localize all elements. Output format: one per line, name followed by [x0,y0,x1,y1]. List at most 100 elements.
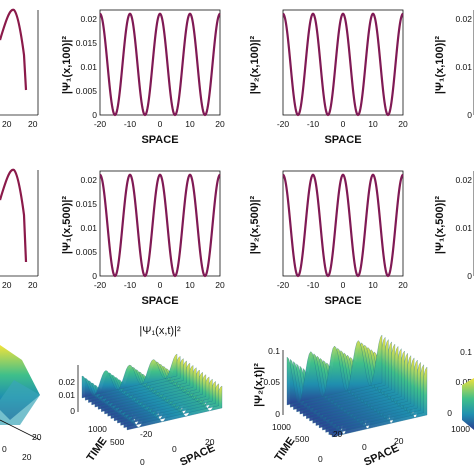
y-tick-label: 0.01 [80,223,97,233]
space-tick-label: 20 [205,437,215,447]
y-tick-label: 0.02 [455,14,472,24]
tick-label: 0 [2,444,7,454]
panel-right-mid: |Ψ₁(x,500)|² 0.02 0.01 0 [434,171,474,281]
density-curve [282,173,404,278]
y-tick-label: 0 [92,110,97,120]
time-tick-label: 1000 [88,424,107,434]
surface-title: |Ψ₁(x,t)|² [139,325,181,337]
x-tick-label: -10 [124,119,137,129]
surface-patch [462,378,474,430]
y-tick-label: 0.01 [455,223,472,233]
tick-label: 0.05 [455,377,472,387]
y-tick-label: 0.01 [455,62,472,72]
tick-label: 20 [2,119,12,129]
tick-label: 20 [32,432,42,442]
tick-label: 0 [447,408,452,418]
y-tick-label: 0 [467,110,472,120]
z-tick-label: 0.02 [58,377,75,387]
z-tick-label: 0.05 [263,377,280,387]
y-axis-label: |Ψ₂(x,100)|² [249,35,261,94]
x-tick-label: 0 [341,119,346,129]
x-axis-label: SPACE [324,295,361,307]
density-curve [99,12,221,117]
y-tick-label: 0.02 [80,175,97,185]
x-tick-label: 20 [398,280,408,290]
surface-strip [81,353,178,399]
tick-label: 20 [2,280,12,290]
surface-patch [0,380,40,425]
space-axis-label: SPACE [178,442,217,469]
surface-mesh [81,353,223,431]
panel-psi1-100: |Ψ₁(x,100)|² 0 0.005 0.01 0.015 0.02 -20… [61,9,225,146]
x-tick-label: -10 [307,280,320,290]
tick-label: 0.1 [460,347,472,357]
y-tick-label: 0.005 [76,86,98,96]
tick-label: 20 [22,452,32,462]
density-curve-overlay [282,13,404,116]
curve-left-mid [0,168,28,263]
panel-psi2-100: |Ψ₂(x,100)|² -20 -10 0 10 20 SPACE [249,9,408,146]
x-tick-label: 20 [215,119,225,129]
tick-label: 1000 [451,424,470,434]
curve-left-top [0,8,28,91]
plot-frame [282,9,404,116]
density-curve [282,12,404,117]
x-tick-label: 0 [158,119,163,129]
x-tick-label: -10 [307,119,320,129]
time-tick-label: 0 [140,457,145,467]
time-tick-label: 1000 [272,422,291,432]
x-tick-label: 10 [368,119,378,129]
x-tick-label: 20 [215,280,225,290]
time-tick-label: 500 [295,434,309,444]
y-axis-label: |Ψ₂(x,500)|² [249,195,261,254]
x-axis-label: SPACE [324,134,361,146]
x-axis-label: SPACE [141,295,178,307]
y-axis-label: |Ψ₁(x,100)|² [434,36,446,94]
x-tick-label: -20 [94,119,107,129]
density-curve [99,173,221,278]
time-tick-label: 0 [318,454,323,464]
panel-left-top: 20 20 [0,8,39,129]
x-tick-label: 10 [185,119,195,129]
x-tick-label: -20 [277,280,290,290]
tick-label: 20 [28,119,38,129]
time-axis-label: TIME [85,435,110,463]
surface-psi1: |Ψ₁(x,t)|² 0 0.01 0.02 1000 500 0 TIME -… [58,325,223,469]
y-tick-label: 0.02 [80,14,97,24]
x-tick-label: -20 [94,280,107,290]
surface-left-cropped: 0 20 20 [0,345,42,462]
z-tick-label: 0 [275,409,280,419]
y-tick-label: 0.015 [76,199,98,209]
x-tick-label: -10 [124,280,137,290]
panel-left-mid: 20 20 [0,168,39,290]
z-axis-label: |Ψ₂(x,t)|² [253,363,265,407]
surface-mesh [286,334,428,438]
y-axis-label: |Ψ₁(x,500)|² [434,196,446,254]
plot-frame [282,170,404,277]
x-tick-label: 10 [185,280,195,290]
x-tick-label: 0 [341,280,346,290]
y-tick-label: 0.01 [80,62,97,72]
time-tick-label: 500 [110,437,124,447]
x-tick-label: 10 [368,280,378,290]
space-axis-label: SPACE [362,442,401,469]
z-tick-label: 0.01 [58,390,75,400]
surface-psi2: |Ψ₂(x,t)|² 0 0.05 0.1 1000 500 0 TIME -2… [253,334,428,469]
surface-strip [286,334,383,406]
axis-line [0,419,41,441]
y-tick-label: 0.02 [455,175,472,185]
space-tick-label: 0 [362,442,367,452]
space-tick-label: -20 [330,429,343,439]
y-tick-label: 0.005 [76,247,98,257]
panel-psi2-500: |Ψ₂(x,500)|² -20 -10 0 10 20 SPACE [249,170,408,307]
density-curve-overlay [282,174,404,277]
x-tick-label: 0 [158,280,163,290]
density-curve-overlay [99,174,221,277]
space-tick-label: -20 [140,429,153,439]
tick-label: 20 [28,280,38,290]
plot-frame [99,170,221,277]
panel-right-top: |Ψ₁(x,100)|² 0.02 0.01 0 [434,10,474,120]
x-tick-label: -20 [277,119,290,129]
space-tick-label: 0 [172,444,177,454]
